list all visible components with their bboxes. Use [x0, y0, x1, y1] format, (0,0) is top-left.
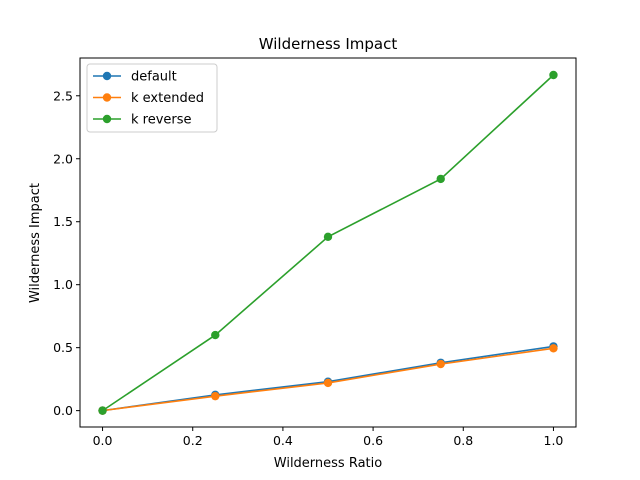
x-tick-label: 0.6 [363, 433, 383, 448]
y-axis-ticks: 0.0 0.5 1.0 1.5 2.0 2.5 [53, 88, 80, 418]
legend-item: default [93, 70, 177, 85]
series-k-reverse [98, 70, 558, 415]
y-tick-label: 1.0 [53, 277, 73, 292]
x-tick-label: 0.2 [183, 433, 203, 448]
legend-marker [102, 114, 112, 124]
data-point [436, 174, 445, 184]
legend-label: default [131, 70, 177, 85]
legend-label: k reverse [131, 113, 192, 128]
y-tick-label: 2.5 [53, 88, 73, 103]
series-layer [98, 70, 558, 415]
data-point [549, 344, 558, 353]
y-tick-label: 0.0 [53, 403, 73, 418]
data-point [211, 391, 220, 401]
x-tick-label: 0.8 [453, 433, 473, 448]
legend-marker [102, 93, 112, 102]
plot-frame [79, 57, 577, 428]
legend-item: k extended [93, 91, 204, 106]
data-point [436, 359, 445, 369]
legend-label: k extended [131, 91, 204, 106]
legend-marker [102, 71, 112, 81]
legend-item: k reverse [93, 113, 192, 128]
data-point [323, 232, 333, 242]
data-point [211, 330, 220, 340]
y-axis-label: Wilderness Impact [28, 183, 43, 303]
x-axis-label: Wilderness Ratio [274, 456, 382, 471]
x-tick-label: 0.4 [273, 433, 293, 448]
chart-title: Wilderness Impact [259, 35, 398, 53]
y-tick-label: 2.0 [53, 151, 73, 166]
y-tick-label: 1.5 [53, 214, 73, 229]
y-tick-label: 0.5 [53, 340, 73, 355]
x-tick-label: 1.0 [544, 433, 564, 448]
data-point [98, 406, 107, 415]
x-axis-ticks: 0.0 0.2 0.4 0.6 0.8 1.0 [93, 427, 564, 448]
legend-box [86, 63, 218, 133]
data-point [549, 70, 558, 80]
data-point [323, 378, 333, 388]
legend: default k extended k reverse [86, 63, 218, 133]
x-tick-label: 0.0 [93, 433, 113, 448]
